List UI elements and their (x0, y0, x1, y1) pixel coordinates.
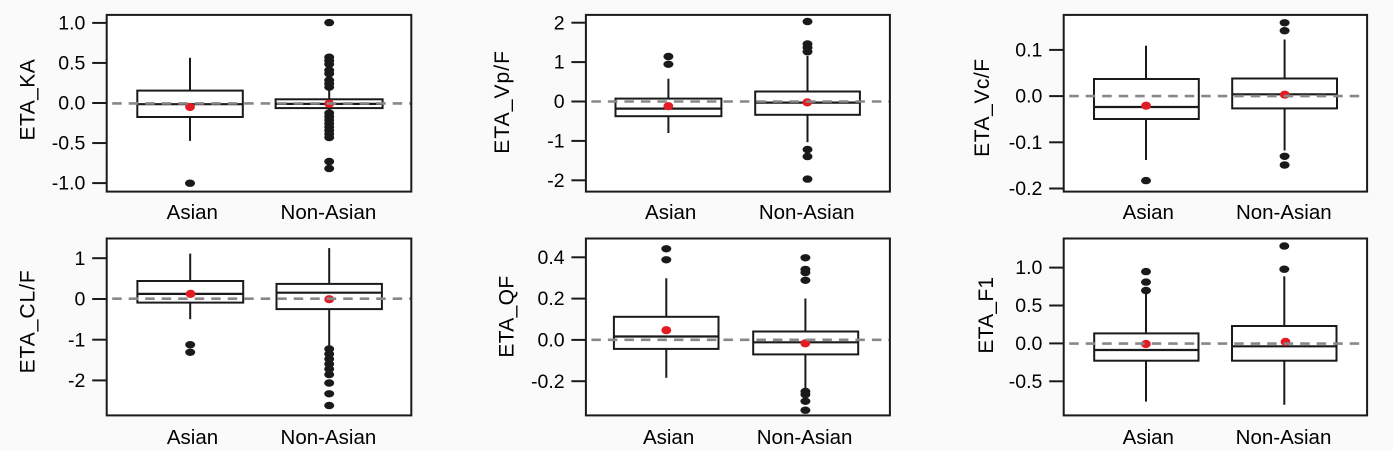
svg-text:1.0: 1.0 (58, 13, 85, 35)
svg-text:ETA_Vp/F: ETA_Vp/F (491, 50, 514, 154)
svg-text:-2: -2 (68, 370, 85, 392)
svg-text:-1.0: -1.0 (52, 173, 86, 195)
svg-text:-2: -2 (547, 170, 564, 192)
svg-text:-0.2: -0.2 (1009, 178, 1043, 200)
svg-text:-0.2: -0.2 (531, 371, 565, 393)
svg-text:0.0: 0.0 (1015, 86, 1042, 108)
svg-text:Non-Asian: Non-Asian (1236, 426, 1332, 449)
svg-text:0: 0 (75, 289, 86, 311)
svg-text:0.0: 0.0 (58, 93, 85, 115)
svg-text:0.1: 0.1 (1015, 40, 1042, 62)
svg-text:0.0: 0.0 (1015, 333, 1042, 355)
svg-text:0.4: 0.4 (537, 247, 564, 269)
svg-text:-1: -1 (68, 329, 85, 351)
svg-text:ETA_KA: ETA_KA (16, 59, 39, 141)
svg-text:Non-Asian: Non-Asian (757, 426, 853, 449)
svg-text:Asian: Asian (1123, 426, 1174, 449)
svg-text:2: 2 (554, 12, 565, 34)
svg-text:Asian: Asian (645, 201, 696, 224)
svg-text:-0.5: -0.5 (1009, 371, 1043, 393)
svg-text:Asian: Asian (1123, 201, 1174, 224)
svg-text:ETA_QF: ETA_QF (496, 275, 519, 357)
svg-text:-0.5: -0.5 (52, 133, 86, 155)
svg-text:Non-Asian: Non-Asian (281, 426, 377, 449)
svg-text:Non-Asian: Non-Asian (281, 201, 377, 224)
svg-text:1: 1 (554, 52, 565, 74)
svg-text:Non-Asian: Non-Asian (759, 201, 855, 224)
svg-text:-0.1: -0.1 (1009, 132, 1043, 154)
svg-text:Asian: Asian (167, 201, 218, 224)
svg-text:0.5: 0.5 (1015, 295, 1042, 317)
svg-text:0.2: 0.2 (537, 288, 564, 310)
svg-text:ETA_Vc/F: ETA_Vc/F (971, 58, 994, 157)
svg-text:0: 0 (554, 91, 565, 113)
svg-text:Asian: Asian (167, 426, 218, 449)
svg-text:Asian: Asian (643, 426, 694, 449)
svg-text:ETA_CL/F: ETA_CL/F (17, 269, 40, 373)
svg-text:Non-Asian: Non-Asian (1236, 201, 1332, 224)
svg-text:1: 1 (75, 248, 86, 270)
svg-text:0.5: 0.5 (58, 53, 85, 75)
svg-text:ETA_F1: ETA_F1 (975, 277, 998, 354)
svg-text:1.0: 1.0 (1015, 257, 1042, 279)
svg-text:0.0: 0.0 (537, 330, 564, 352)
svg-text:-1: -1 (547, 131, 564, 153)
